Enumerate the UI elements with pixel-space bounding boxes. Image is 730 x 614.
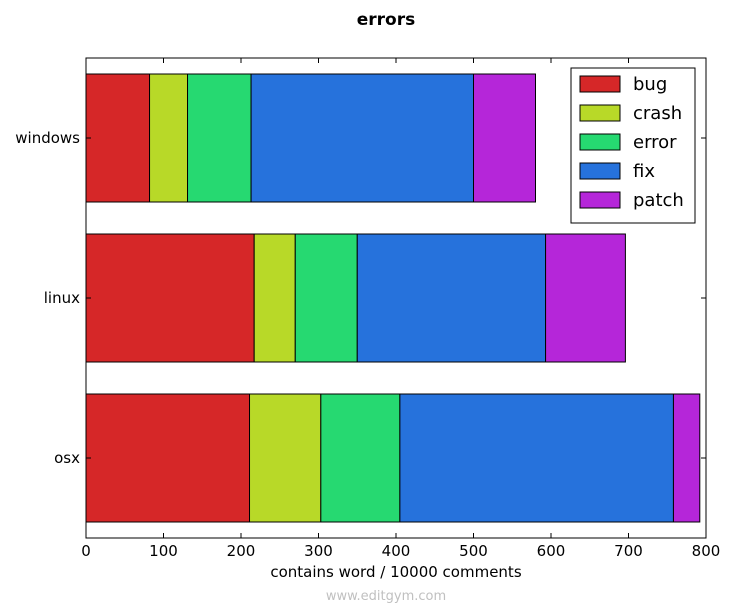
- x-tick-label-300: 300: [304, 542, 333, 560]
- x-tick-label-400: 400: [382, 542, 411, 560]
- bar-osx-patch: [672, 393, 701, 523]
- bar-windows-bug: [85, 73, 151, 203]
- x-tick-label-700: 700: [614, 542, 643, 560]
- x-tick-label-200: 200: [227, 542, 256, 560]
- bar-windows-patch: [473, 73, 536, 203]
- bar-linux-bug: [85, 233, 255, 363]
- watermark: www.editgym.com: [326, 589, 446, 604]
- x-tick-label-800: 800: [692, 542, 721, 560]
- x-axis-label: contains word / 10000 comments: [270, 563, 521, 581]
- bar-linux-crash: [253, 233, 296, 363]
- legend: bug crash error fix patch: [570, 67, 696, 224]
- legend-label-crash: crash: [633, 103, 682, 124]
- legend-label-error: error: [633, 132, 677, 153]
- x-tick-label-0: 0: [81, 542, 91, 560]
- bar-windows-error: [187, 73, 252, 203]
- bar-windows-crash: [149, 73, 189, 203]
- bar-linux-error: [294, 233, 358, 363]
- legend-label-patch: patch: [633, 190, 684, 211]
- bar-osx-crash: [249, 393, 322, 523]
- bar-osx-bug: [85, 393, 251, 523]
- legend-label-bug: bug: [633, 74, 667, 95]
- legend-swatch-patch: [579, 191, 621, 209]
- chart-title: errors: [357, 10, 415, 30]
- y-tick-label-windows: windows: [15, 129, 80, 147]
- bars-group: [85, 73, 701, 523]
- x-tick-label-500: 500: [459, 542, 488, 560]
- bar-windows-fix: [250, 73, 474, 203]
- legend-swatch-crash: [579, 104, 621, 122]
- x-tick-label-600: 600: [537, 542, 566, 560]
- bar-osx-error: [320, 393, 401, 523]
- x-tick-label-100: 100: [149, 542, 178, 560]
- bar-linux-fix: [356, 233, 547, 363]
- legend-swatch-error: [579, 133, 621, 151]
- legend-swatch-bug: [579, 75, 621, 93]
- ticks-group: windows linux osx 0 100 200 300 400 500 600 700 800: [15, 58, 720, 560]
- y-tick-label-osx: osx: [54, 449, 80, 467]
- y-tick-label-linux: linux: [44, 289, 80, 307]
- legend-label-fix: fix: [633, 161, 655, 182]
- bar-linux-patch: [545, 233, 626, 363]
- bar-osx-fix: [399, 393, 674, 523]
- legend-swatch-fix: [579, 162, 621, 180]
- plot-frame: [85, 57, 707, 539]
